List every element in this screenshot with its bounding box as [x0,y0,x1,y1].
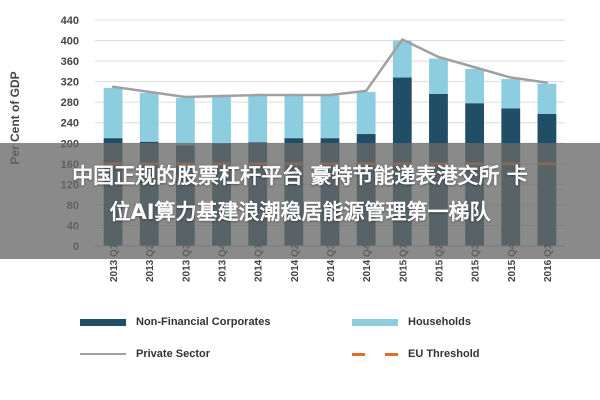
x-tick-label-2015-q4: 2015 Q4 [507,243,518,282]
point-private-sector-2014-q1 [256,93,259,97]
legend-swatch-private-sector [80,353,126,355]
bar-households-2013-q1 [103,87,123,139]
legend: Non-Financial Corporates Households Priv… [80,308,560,368]
x-tick-label-2013-q1: 2013 Q1 [109,243,120,282]
point-private-sector-2015-q2 [437,55,440,59]
bar-households-2013-q3 [175,98,195,146]
bar-households-2016-q1 [537,83,557,114]
y-axis-label: Per Cent of GDP [8,71,22,164]
y-tick-label-400: 400 [61,36,79,48]
bar-households-2015-q3 [465,68,485,104]
bar-households-2014-q2 [284,94,304,139]
point-private-sector-2013-q4 [220,94,223,98]
legend-swatch-non-financial-corporates [80,318,126,326]
legend-label-private-sector: Private Sector [136,348,210,360]
x-tick-label-2013-q4: 2013 Q4 [218,243,229,282]
x-tick-label-2015-q1: 2015 Q1 [398,243,409,282]
y-tick-label-320: 320 [61,77,79,89]
point-private-sector-2015-q3 [473,66,476,69]
point-private-sector-2014-q3 [328,93,332,97]
point-private-sector-2013-q1 [111,85,115,88]
point-private-sector-2016-q1 [545,81,549,84]
bar-households-2014-q3 [320,95,340,139]
x-tick-label-2014-q2: 2014 Q2 [290,243,301,282]
bar-households-2015-q4 [501,79,521,109]
bar-households-2015-q2 [429,58,448,94]
caption-overlay-text: 中国正规的股票杠杆平台 豪特节能递表港交所 卡 位AI算力基建浪潮稳居能源管理第… [10,158,590,230]
point-private-sector-2014-q2 [292,93,296,97]
caption-line-2: 位AI算力基建浪潮稳居能源管理第一梯队 [109,200,491,224]
point-private-sector-2013-q3 [184,95,187,99]
legend-label-eu-threshold: EU Threshold [408,348,480,360]
y-tick-label-360: 360 [61,56,79,68]
point-private-sector-2014-q4 [364,89,368,93]
private-sector-line-layer [111,38,549,99]
legend-swatch-eu-threshold [352,352,398,356]
point-private-sector-2015-q4 [509,76,512,79]
x-tick-label-2013-q3: 2013 Q3 [181,243,192,282]
x-tick-label-2014-q3: 2014 Q3 [326,243,337,282]
x-tick-label-2015-q3: 2015 Q3 [471,243,482,282]
legend-item-eu-threshold: EU Threshold [352,346,480,362]
x-tick-label-2015-q2: 2015 Q2 [434,243,445,282]
caption-line-1: 中国正规的股票杠杆平台 豪特节能递表港交所 卡 [72,164,528,188]
legend-label-non-financial-corporates: Non-Financial Corporates [136,316,271,328]
bar-households-2013-q2 [139,92,159,142]
bar-households-2013-q4 [212,97,231,144]
bar-households-2014-q4 [356,91,376,135]
legend-item-households: Households [352,314,471,330]
legend-item-non-financial-corporates: Non-Financial Corporates [80,314,270,330]
legend-swatch-households [352,318,398,326]
y-tick-label-240: 240 [61,118,79,130]
x-tick-label-2016-q1: 2016 Q1 [543,243,554,282]
legend-label-households: Households [408,316,471,328]
point-private-sector-2015-q1 [401,38,404,41]
legend-item-private-sector: Private Sector [80,346,210,362]
y-tick-label-440: 440 [61,15,79,27]
caption-overlay-band [0,143,600,259]
x-tick-label-2013-q2: 2013 Q2 [145,243,156,282]
point-private-sector-2013-q2 [148,90,151,94]
y-tick-label-280: 280 [61,97,79,109]
bar-households-2014-q1 [248,96,268,143]
x-tick-label-2014-q1: 2014 Q1 [254,243,265,282]
bar-households-2015-q1 [392,40,412,78]
x-tick-label-2014-q4: 2014 Q4 [362,243,373,282]
